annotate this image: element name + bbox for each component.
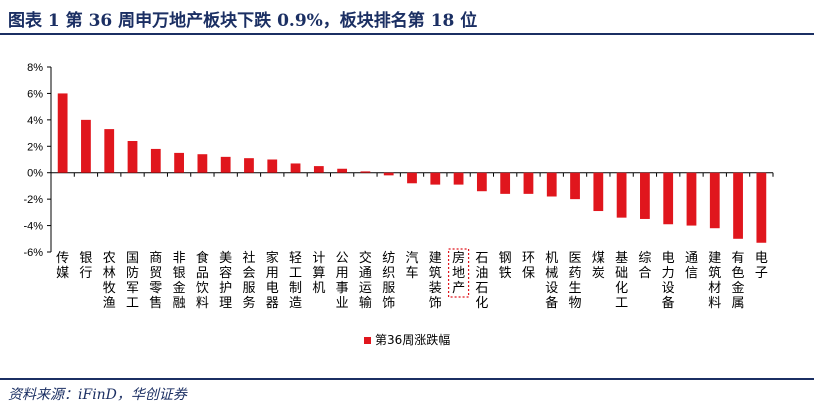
category-label: 非银金融 <box>173 251 186 311</box>
category-label: 银行 <box>79 251 92 281</box>
bar-chart: -6% -4% -2% 0% 2% 4% 6% 8% 传媒银行农林牧渔国防军工商贸零售非银金融… <box>23 62 774 347</box>
bar <box>476 172 487 192</box>
bar <box>430 172 441 185</box>
category-label: 房地产 <box>452 250 465 296</box>
bar <box>453 172 464 185</box>
bar <box>127 141 138 173</box>
bar <box>640 172 650 219</box>
category-label: 社会服务 <box>242 250 255 311</box>
highlight-box <box>447 248 470 298</box>
bar <box>733 172 743 239</box>
category-label: 商贸零售 <box>149 251 162 311</box>
bar <box>709 172 720 229</box>
category-label: 计算机 <box>312 251 325 296</box>
category-label: 建筑材料 <box>708 251 721 311</box>
y-tick-label: 4% <box>27 115 43 127</box>
bar <box>174 152 184 173</box>
bar <box>383 172 394 176</box>
y-tick-label: 8% <box>27 62 43 74</box>
bar <box>663 172 674 225</box>
bar <box>104 129 115 173</box>
bar <box>244 158 254 173</box>
bar <box>337 168 348 173</box>
y-tick-label: -2% <box>23 194 43 206</box>
bar <box>593 172 604 212</box>
bars <box>57 93 767 243</box>
bar <box>313 166 324 173</box>
category-label: 通信 <box>685 251 698 281</box>
legend: 第36周涨跌幅 <box>364 332 450 347</box>
category-label: 国防军工 <box>126 251 139 311</box>
bar <box>81 119 91 173</box>
category-label: 纺织服饰 <box>382 251 395 311</box>
category-label: 交通运输 <box>359 250 372 311</box>
category-label: 医药生物 <box>569 251 582 311</box>
y-tick-label: -4% <box>23 221 43 233</box>
bar <box>150 148 161 173</box>
category-label: 煤炭 <box>592 251 605 281</box>
category-label: 食品饮料 <box>196 250 209 311</box>
category-label: 美容护理 <box>219 251 232 311</box>
y-axis: -6% -4% -2% 0% 2% 4% 6% 8% <box>23 62 52 259</box>
category-label: 公用事业 <box>336 251 349 311</box>
bar <box>570 172 580 200</box>
bar <box>360 171 371 173</box>
bar <box>197 154 208 173</box>
category-label: 有色金属 <box>732 251 745 311</box>
bar <box>407 172 417 184</box>
y-tick-label: 2% <box>27 141 43 153</box>
footer-rule <box>0 378 814 380</box>
bar <box>500 172 511 194</box>
header-rule <box>0 33 814 35</box>
category-labels: 传媒银行农林牧渔国防军工商贸零售非银金融食品饮料美容护理社会服务家用电器轻工制造… <box>56 248 768 311</box>
category-label: 轻工制造 <box>289 251 302 311</box>
y-tick-label: 0% <box>27 168 43 180</box>
legend-label: 第36周涨跌幅 <box>375 332 450 347</box>
category-label: 建筑装饰 <box>429 251 442 311</box>
y-tick-label: -6% <box>23 247 43 259</box>
bar <box>756 172 767 243</box>
bar <box>220 156 231 173</box>
legend-swatch <box>364 337 371 344</box>
category-label: 电子 <box>755 251 768 281</box>
category-label: 石油石化 <box>475 251 488 311</box>
bar <box>546 172 557 197</box>
bar <box>523 172 534 194</box>
source-note: 资料来源：iFinD，华创证券 <box>8 387 187 403</box>
category-label: 钢铁 <box>499 251 512 281</box>
bar <box>57 93 68 173</box>
category-label: 汽车 <box>405 251 418 281</box>
report-header: 图表 1 第 36 周申万地产板块下跌 0.9%，板块排名第 18 位 <box>0 0 814 35</box>
y-tick-label: 6% <box>27 88 43 100</box>
category-label: 电力设备 <box>662 251 675 311</box>
category-label: 环保 <box>522 251 535 281</box>
bar <box>290 163 301 173</box>
category-label: 传媒 <box>56 251 69 281</box>
bar <box>267 159 278 173</box>
figure-title: 图表 1 第 36 周申万地产板块下跌 0.9%，板块排名第 18 位 <box>8 11 478 31</box>
category-label: 农林牧渔 <box>103 251 116 311</box>
bar <box>616 172 627 218</box>
category-label: 家用电器 <box>266 250 279 311</box>
bar <box>686 172 697 226</box>
category-label: 综合 <box>638 251 651 281</box>
category-label: 基础化工 <box>615 251 628 311</box>
category-label: 机械设备 <box>545 251 558 311</box>
